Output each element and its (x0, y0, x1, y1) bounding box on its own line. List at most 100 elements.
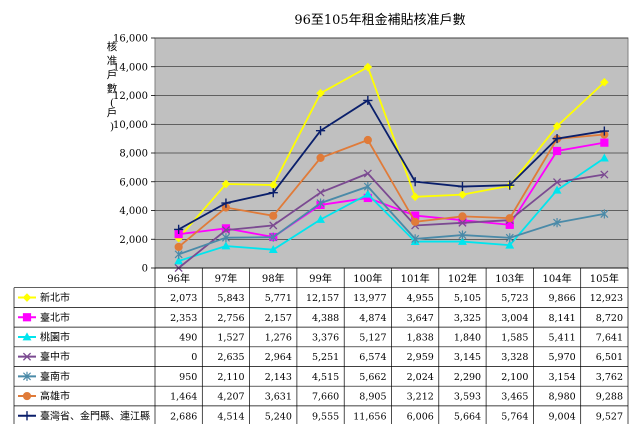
table-cell: 4,955 (407, 293, 434, 304)
table-cell: 3,465 (501, 392, 528, 403)
table-cell: 4,514 (217, 411, 244, 422)
data-point (221, 241, 231, 250)
category-label: 104年 (543, 272, 572, 285)
data-point (552, 178, 562, 187)
data-point (221, 233, 230, 243)
data-point (600, 138, 609, 147)
legend-key (18, 371, 36, 381)
legend-key (18, 313, 36, 322)
y-tick-label: 6,000 (119, 177, 148, 188)
data-point (269, 232, 278, 242)
series-line (178, 185, 605, 256)
table-cell: 5,843 (217, 293, 244, 304)
table-cell: 9,004 (548, 411, 575, 422)
data-point (458, 190, 467, 199)
table-cell: 8,141 (548, 313, 575, 324)
table-cell: 1,838 (407, 332, 434, 343)
data-point (599, 153, 609, 162)
table-cell: 4,388 (312, 313, 339, 324)
data-point (316, 214, 325, 223)
category-label: 98年 (262, 272, 285, 285)
table-cell: 5,662 (359, 372, 386, 383)
table-cell: 9,866 (548, 293, 575, 304)
table-cell: 1,585 (501, 332, 528, 343)
data-point (552, 185, 562, 194)
data-point (174, 249, 183, 259)
data-point (22, 411, 32, 421)
data-point (221, 224, 231, 233)
series-group (174, 182, 609, 259)
data-point (221, 226, 231, 235)
table-cell: 3,593 (454, 392, 481, 403)
table-cell: 3,004 (501, 313, 528, 324)
data-point (174, 242, 183, 252)
legend-label: 臺北市 (40, 311, 70, 324)
data-point (505, 240, 515, 249)
series-line (178, 133, 605, 248)
data-point (22, 391, 32, 401)
data-point (22, 371, 32, 381)
table-cell: 490 (179, 332, 197, 343)
table-cell: 5,240 (265, 411, 292, 422)
category-label: 102年 (448, 272, 477, 285)
data-point (363, 182, 372, 192)
y-tick-label: 8,000 (119, 149, 148, 160)
data-point (600, 170, 609, 179)
data-point (411, 234, 420, 244)
table-cell: 8,720 (596, 313, 623, 324)
y-axis-ticks: 0 2,000 4,000 6,000 8,000 10,000 12,000 14,000 1… (113, 34, 155, 275)
series-group (174, 95, 609, 234)
series-lines (174, 62, 609, 273)
table-cell: 13,977 (353, 293, 386, 304)
data-point (269, 211, 278, 220)
data-point (552, 133, 562, 144)
data-point (315, 126, 326, 136)
table-cell: 3,154 (548, 372, 575, 383)
data-point (600, 209, 609, 219)
data-point (363, 95, 373, 106)
table-cell: 4,874 (359, 313, 386, 324)
table-cell: 3,212 (407, 392, 434, 403)
y-axis-label-char: 核 (107, 40, 118, 53)
data-point (363, 135, 372, 145)
table-cell: 9,555 (312, 411, 339, 422)
series-group (174, 169, 609, 273)
table-cell: 6,501 (596, 352, 623, 363)
data-point (316, 88, 325, 98)
data-point (553, 218, 562, 228)
y-axis-label-char: 戶 (107, 107, 118, 119)
legend-label: 臺中市 (40, 350, 70, 363)
y-tick-label: 12,000 (113, 91, 148, 102)
table-cell: 8,905 (359, 392, 386, 403)
table-cell: 2,143 (265, 372, 292, 383)
table-cell: 3,145 (454, 352, 481, 363)
y-axis-label: 核准戶數(戶) (107, 40, 118, 133)
series-line (177, 65, 605, 239)
y-tick-label: 16,000 (113, 34, 148, 45)
table-cell: 3,325 (454, 313, 481, 324)
legend-key (18, 411, 36, 421)
data-point (552, 146, 562, 156)
data-point (22, 332, 32, 341)
data-point (505, 180, 515, 190)
data-point (458, 236, 467, 245)
table-cell: 5,251 (312, 352, 339, 363)
category-label: 101年 (401, 272, 430, 285)
legend-label: 臺灣省、金門縣、連江縣 (40, 409, 150, 422)
data-point (410, 192, 420, 202)
table-cell: 3,328 (501, 352, 528, 363)
category-label: 103年 (495, 272, 524, 285)
table-cell: 1,276 (265, 332, 292, 343)
table-cell: 12,157 (306, 293, 339, 304)
table-cell: 8,980 (548, 392, 575, 403)
data-point (316, 188, 325, 197)
table-cell: 5,771 (265, 293, 292, 304)
category-label: 100年 (353, 272, 382, 285)
table-cell: 11,656 (353, 411, 386, 422)
data-point (600, 77, 609, 87)
y-tick-label: 14,000 (113, 62, 148, 73)
y-tick-label: 2,000 (119, 235, 148, 246)
data-point (457, 181, 468, 192)
